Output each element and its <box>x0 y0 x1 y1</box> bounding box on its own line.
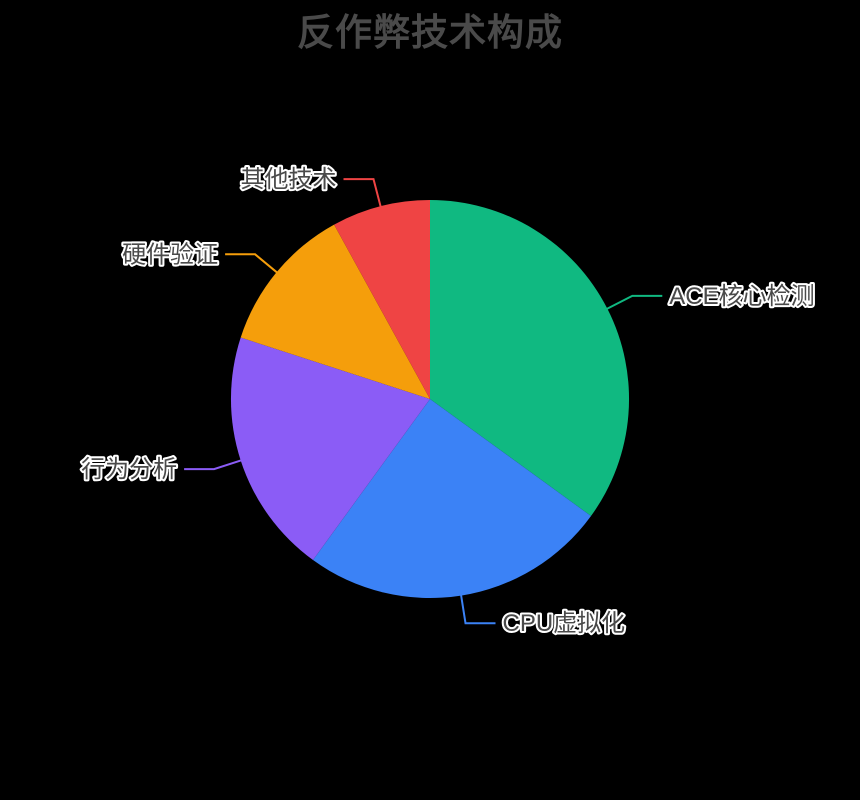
slice-label-3: 硬件验证 <box>122 241 218 268</box>
pie-slice-2[interactable] <box>230 337 430 561</box>
slice-label-0: ACE核心检测 <box>669 283 814 310</box>
pie-slice-0[interactable] <box>430 200 630 516</box>
pie-slice-4[interactable] <box>334 200 430 399</box>
pie-slice-1[interactable] <box>313 399 591 599</box>
label-leader-line-2 <box>184 459 243 471</box>
slice-label-2: 行为分析 <box>81 456 177 483</box>
label-leader-line-4 <box>343 178 382 208</box>
slice-label-1: CPU虚拟化 <box>503 610 626 637</box>
label-leader-line-3 <box>225 253 279 274</box>
label-leader-line-1 <box>460 594 496 625</box>
pie-slice-3[interactable] <box>240 224 430 399</box>
slice-label-4: 其他技术 <box>241 166 337 193</box>
chart-title: 反作弊技术构成 <box>297 12 563 53</box>
label-leader-line-0 <box>605 294 663 310</box>
